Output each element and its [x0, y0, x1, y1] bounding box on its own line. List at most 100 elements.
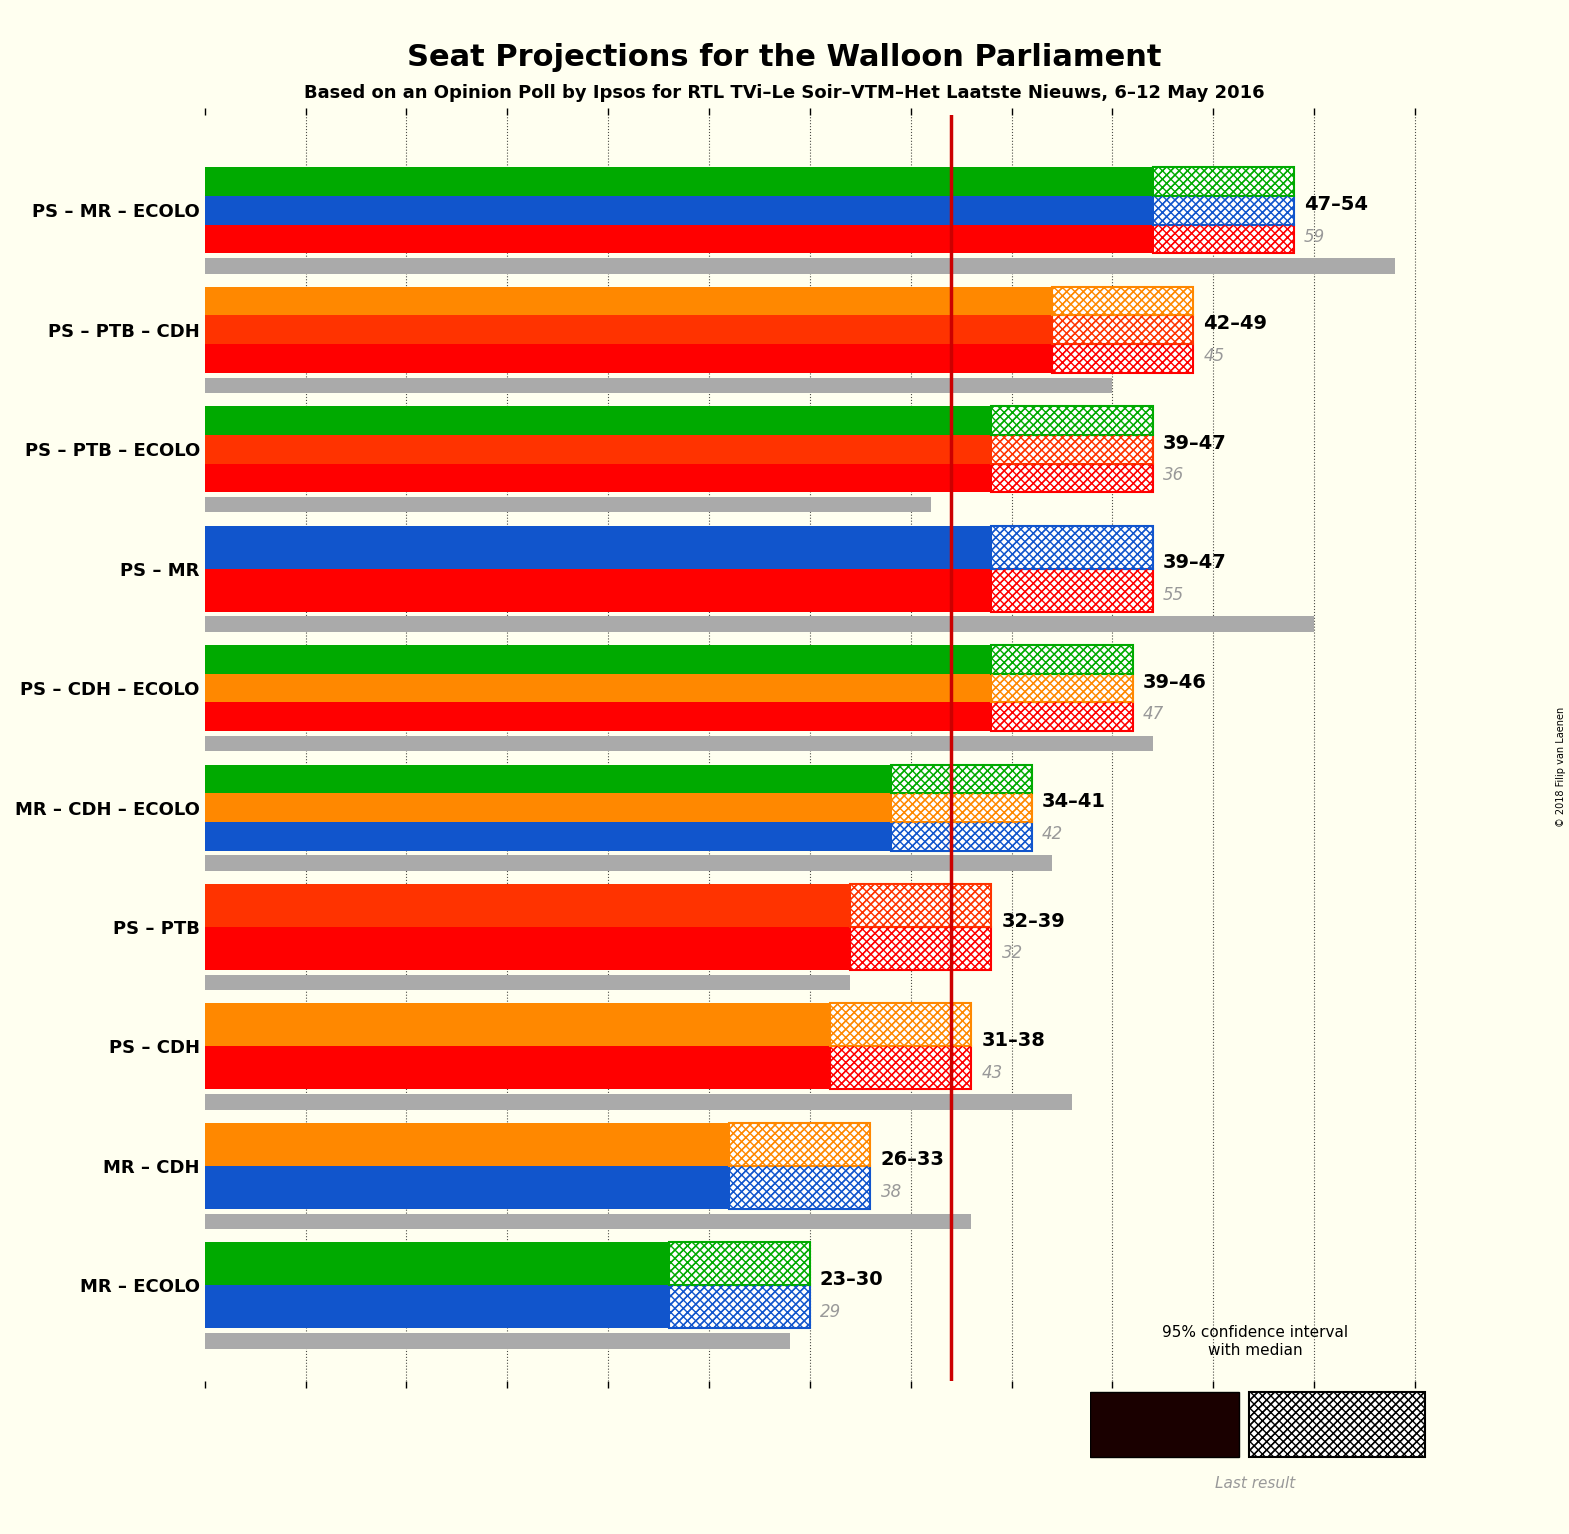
Text: 29: 29 — [821, 1302, 841, 1321]
Bar — [204, 1094, 1072, 1109]
Bar — [850, 927, 992, 969]
Bar — [891, 764, 1032, 793]
Bar — [204, 1285, 668, 1328]
Bar — [1153, 196, 1294, 224]
Bar — [204, 316, 1051, 344]
Bar — [204, 822, 891, 850]
Bar — [992, 703, 1133, 732]
Bar — [1153, 196, 1294, 224]
Bar — [204, 736, 1153, 752]
Bar — [204, 764, 891, 793]
Bar — [1051, 287, 1192, 316]
Text: Based on an Opinion Poll by Ipsos for RTL TVi–Le Soir–VTM–Het Laatste Nieuws, 6–: Based on an Opinion Poll by Ipsos for RT… — [304, 84, 1265, 103]
Bar — [204, 793, 891, 822]
Bar — [204, 434, 992, 463]
Bar — [992, 434, 1153, 463]
Text: 95% confidence interval
with median: 95% confidence interval with median — [1163, 1325, 1348, 1358]
Bar — [204, 463, 992, 492]
Bar — [204, 1046, 830, 1089]
Bar — [204, 1213, 971, 1229]
Bar — [204, 258, 1395, 273]
Text: 36: 36 — [1163, 466, 1185, 485]
Bar — [992, 407, 1153, 434]
Bar — [1153, 224, 1294, 253]
Bar — [204, 377, 1112, 393]
Text: 32–39: 32–39 — [1001, 911, 1065, 931]
Bar — [850, 884, 992, 927]
Bar — [891, 793, 1032, 822]
Bar — [1249, 1393, 1425, 1457]
Bar — [992, 463, 1153, 492]
Bar — [204, 167, 1153, 196]
Bar — [891, 822, 1032, 850]
Text: 32: 32 — [1001, 945, 1023, 962]
Bar — [204, 646, 992, 673]
Bar — [1051, 287, 1192, 316]
Text: 47: 47 — [1142, 706, 1164, 724]
Bar — [891, 822, 1032, 850]
Bar — [992, 569, 1153, 612]
Text: 39–46: 39–46 — [1142, 672, 1207, 692]
Bar — [204, 287, 1051, 316]
Bar — [992, 407, 1153, 434]
Bar — [204, 526, 992, 569]
Bar — [1051, 316, 1192, 344]
Text: 43: 43 — [981, 1063, 1003, 1081]
Text: 42: 42 — [1042, 825, 1064, 842]
Text: 55: 55 — [1163, 586, 1185, 604]
Text: 39–47: 39–47 — [1163, 554, 1227, 572]
Bar — [668, 1243, 810, 1285]
Bar — [204, 196, 1153, 224]
Text: 31–38: 31–38 — [981, 1031, 1045, 1049]
Bar — [204, 224, 1153, 253]
Bar — [668, 1285, 810, 1328]
Bar — [992, 646, 1133, 673]
Bar — [992, 434, 1153, 463]
Bar — [204, 1166, 730, 1209]
Bar — [1051, 344, 1192, 373]
Text: 23–30: 23–30 — [821, 1270, 883, 1289]
Bar — [1153, 167, 1294, 196]
Text: 59: 59 — [1304, 227, 1326, 245]
Bar — [204, 407, 992, 434]
Text: 47–54: 47–54 — [1304, 195, 1368, 213]
Bar — [204, 1123, 730, 1166]
Bar — [1153, 224, 1294, 253]
Bar — [891, 764, 1032, 793]
Bar — [204, 569, 992, 612]
Bar — [830, 1046, 971, 1089]
Bar — [1051, 316, 1192, 344]
Bar — [204, 974, 850, 991]
Bar — [668, 1285, 810, 1328]
Bar — [992, 569, 1153, 612]
Text: Seat Projections for the Walloon Parliament: Seat Projections for the Walloon Parliam… — [408, 43, 1161, 72]
Text: © 2018 Filip van Laenen: © 2018 Filip van Laenen — [1556, 707, 1566, 827]
Text: 38: 38 — [880, 1183, 902, 1201]
Bar — [850, 927, 992, 969]
Text: 39–47: 39–47 — [1163, 434, 1227, 453]
Bar — [204, 1333, 789, 1348]
Bar — [830, 1046, 971, 1089]
Text: 45: 45 — [1203, 347, 1224, 365]
Bar — [668, 1243, 810, 1285]
Bar — [1090, 1393, 1240, 1457]
Bar — [204, 344, 1051, 373]
Bar — [204, 927, 850, 969]
Bar — [730, 1123, 871, 1166]
Bar — [830, 1003, 971, 1046]
Text: 42–49: 42–49 — [1203, 314, 1268, 333]
Bar — [891, 793, 1032, 822]
Text: Last result: Last result — [1214, 1476, 1296, 1491]
Bar — [730, 1166, 871, 1209]
Bar — [992, 673, 1133, 703]
Bar — [1249, 1393, 1425, 1457]
Text: 34–41: 34–41 — [1042, 792, 1106, 811]
Bar — [730, 1166, 871, 1209]
Bar — [730, 1123, 871, 1166]
Bar — [204, 617, 1315, 632]
Bar — [992, 526, 1153, 569]
Bar — [204, 673, 992, 703]
Bar — [204, 1003, 830, 1046]
Text: 26–33: 26–33 — [880, 1150, 945, 1169]
Bar — [992, 646, 1133, 673]
